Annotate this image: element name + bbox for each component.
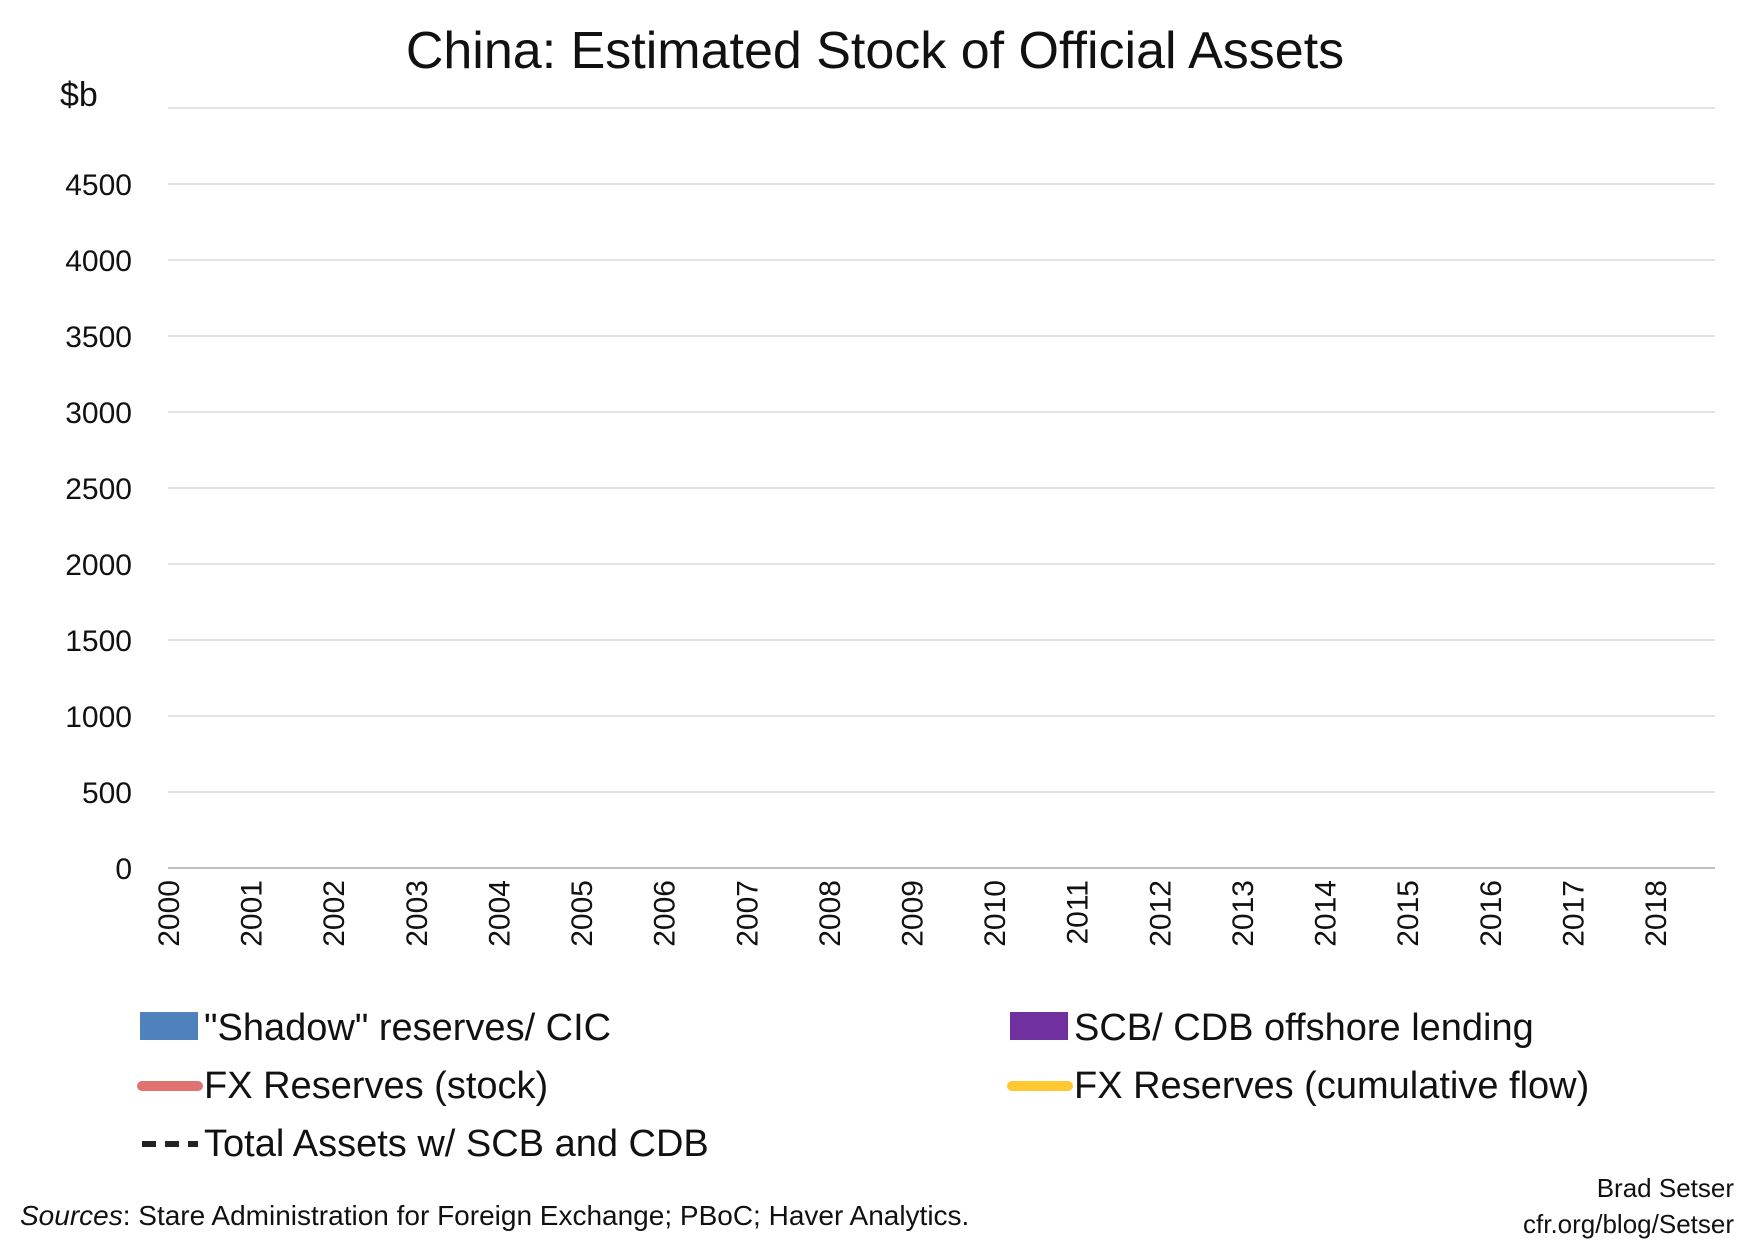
x-tick-label: 2008 [814, 880, 847, 947]
credit: Brad Setser cfr.org/blog/Setser [1523, 1170, 1734, 1242]
y-tick-label: 1500 [65, 625, 132, 658]
x-tick-label: 2015 [1392, 880, 1425, 947]
y-tick-label: 2500 [65, 473, 132, 506]
x-tick-label: 2006 [649, 880, 682, 947]
x-tick-label: 2009 [897, 880, 930, 947]
y-tick-label: 4500 [65, 169, 132, 202]
source-text: : Stare Administration for Foreign Excha… [122, 1200, 970, 1231]
y-tick-label: 3000 [65, 397, 132, 430]
y-tick-label: 3500 [65, 321, 132, 354]
y-tick-label: 2000 [65, 549, 132, 582]
x-axis-ticks: 2000 2001 2002 2003 2004 2005 2006 2007 2008 2009… [153, 880, 1673, 947]
source-note: Sources: Stare Administration for Foreig… [20, 1200, 969, 1232]
x-tick-label: 2001 [236, 880, 269, 947]
y-axis-ticks: 0 500 1000 1500 2000 2500 3000 3500 4000 4500 [65, 169, 132, 886]
x-tick-label: 2013 [1227, 880, 1260, 947]
x-tick-label: 2014 [1310, 880, 1343, 947]
y-tick-label: 0 [115, 853, 132, 886]
legend-bar-swatch [1010, 1012, 1068, 1040]
x-tick-label: 2018 [1640, 880, 1673, 947]
x-tick-label: 2012 [1144, 880, 1177, 947]
legend-label: Total Assets w/ SCB and CDB [204, 1123, 709, 1165]
legend-label: FX Reserves (stock) [204, 1065, 548, 1107]
x-tick-label: 2011 [1062, 880, 1095, 945]
legend-bar-swatch [140, 1012, 198, 1040]
credit-author: Brad Setser [1596, 1173, 1734, 1203]
legend: "Shadow" reserves/ CIC SCB/ CDB offshore … [137, 1007, 1589, 1165]
y-axis-unit-label: $b [60, 76, 98, 114]
x-tick-label: 2007 [731, 880, 764, 947]
source-label: Sources [20, 1200, 123, 1231]
x-tick-label: 2002 [318, 880, 351, 947]
legend-label: "Shadow" reserves/ CIC [204, 1007, 611, 1049]
x-tick-label: 2016 [1475, 880, 1508, 947]
gridlines [168, 107, 1715, 793]
x-tick-label: 2003 [401, 880, 434, 947]
x-tick-label: 2000 [153, 880, 186, 947]
y-tick-label: 4000 [65, 245, 132, 278]
x-tick-label: 2017 [1557, 880, 1590, 947]
y-tick-label: 1000 [65, 701, 132, 734]
legend-label: FX Reserves (cumulative flow) [1074, 1065, 1589, 1107]
x-tick-label: 2010 [979, 880, 1012, 947]
chart-title: China: Estimated Stock of Official Asset… [406, 22, 1344, 80]
x-tick-label: 2005 [566, 880, 599, 947]
credit-site: cfr.org/blog/Setser [1523, 1209, 1734, 1239]
y-tick-label: 500 [82, 777, 132, 810]
legend-label: SCB/ CDB offshore lending [1074, 1007, 1534, 1049]
x-tick-label: 2004 [483, 880, 516, 947]
